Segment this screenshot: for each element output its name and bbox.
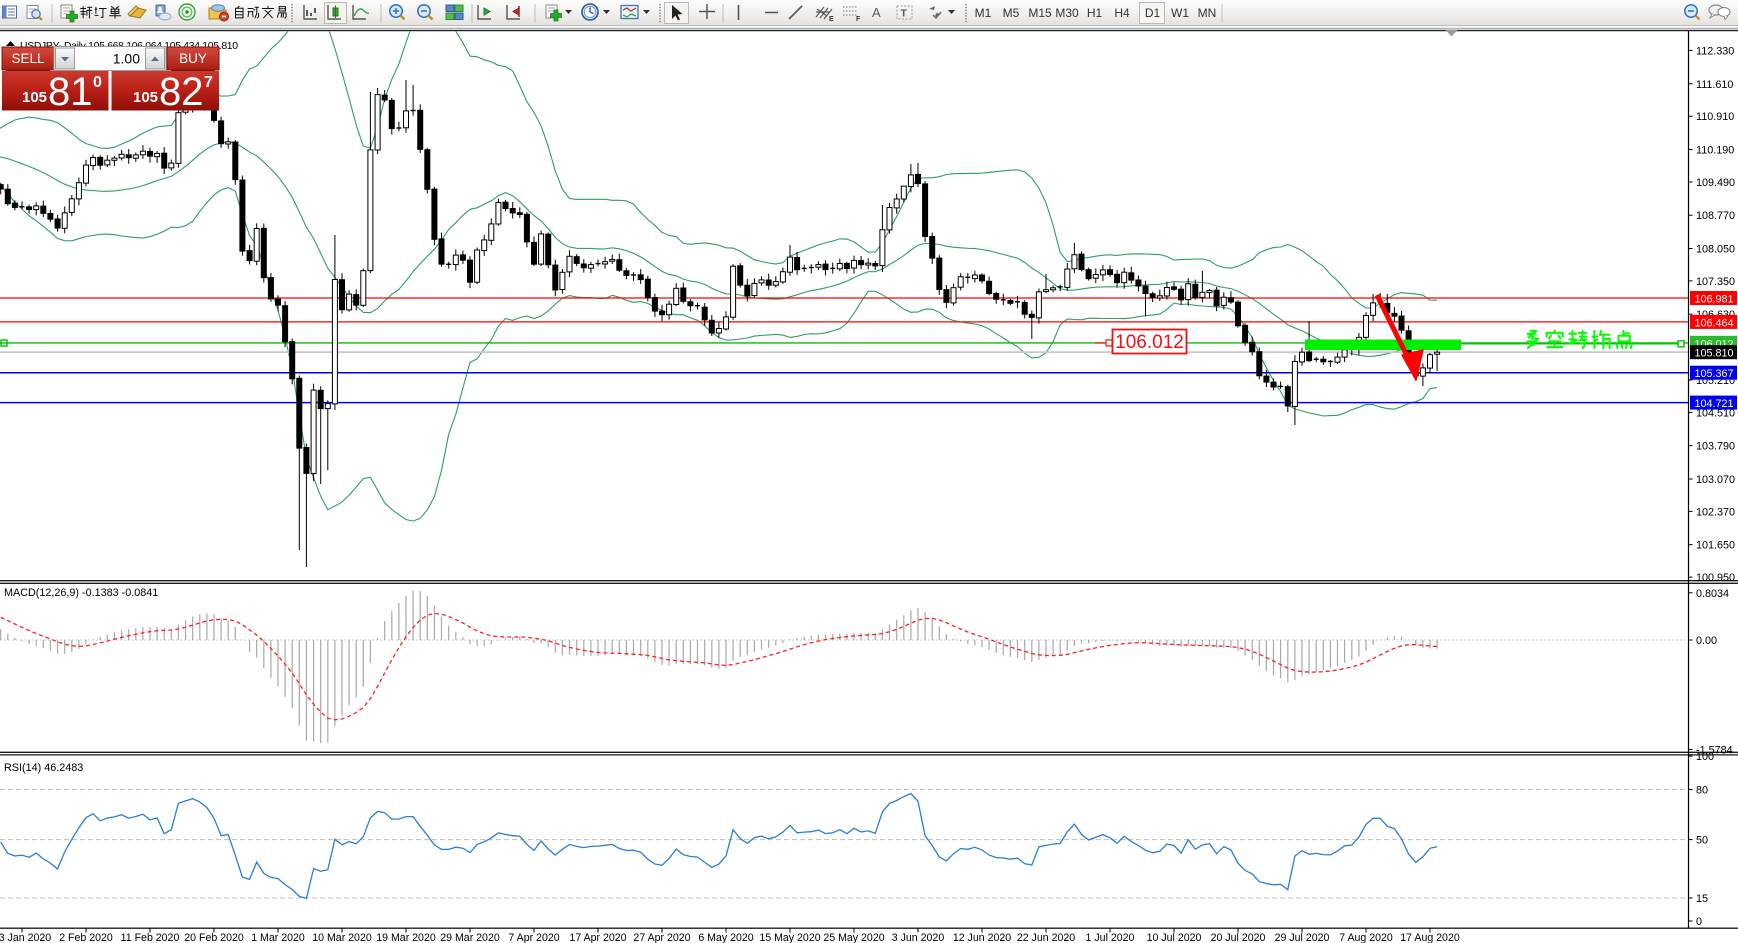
svg-text:104.721: 104.721: [1695, 398, 1734, 410]
svg-text:29 Mar 2020: 29 Mar 2020: [440, 932, 500, 943]
svg-text:BUY: BUY: [179, 51, 207, 66]
svg-text:105.367: 105.367: [1695, 368, 1734, 380]
svg-text:E: E: [829, 16, 834, 23]
svg-text:0.8034: 0.8034: [1696, 588, 1729, 600]
svg-text:50: 50: [1696, 835, 1708, 847]
svg-text:7 Apr 2020: 7 Apr 2020: [508, 932, 559, 943]
svg-text:27 Apr 2020: 27 Apr 2020: [633, 932, 690, 943]
svg-text:106.464: 106.464: [1695, 317, 1734, 329]
svg-text:M5: M5: [1003, 6, 1020, 20]
svg-text:17 Aug 2020: 17 Aug 2020: [1400, 932, 1460, 943]
svg-text:103.790: 103.790: [1696, 441, 1735, 453]
svg-text:101.650: 101.650: [1696, 540, 1735, 552]
svg-text:MACD(12,26,9) -0.1383 -0.0841: MACD(12,26,9) -0.1383 -0.0841: [4, 587, 158, 599]
svg-text:M1: M1: [975, 6, 992, 20]
svg-text:0: 0: [1696, 916, 1702, 928]
svg-text:-1.5784: -1.5784: [1696, 744, 1733, 756]
svg-text:25 May 2020: 25 May 2020: [823, 932, 884, 943]
svg-text:102.370: 102.370: [1696, 506, 1735, 518]
svg-text:7 Aug 2020: 7 Aug 2020: [1339, 932, 1393, 943]
svg-text:MN: MN: [1198, 6, 1217, 20]
svg-text:109.490: 109.490: [1696, 177, 1735, 189]
svg-text:H1: H1: [1087, 6, 1103, 20]
svg-text:110.910: 110.910: [1696, 111, 1734, 123]
svg-text:20 Feb 2020: 20 Feb 2020: [184, 932, 244, 943]
svg-text:SELL: SELL: [11, 51, 45, 66]
svg-text:12 Jun 2020: 12 Jun 2020: [953, 932, 1011, 943]
svg-text:10 Mar 2020: 10 Mar 2020: [312, 932, 372, 943]
svg-text:80: 80: [1696, 785, 1708, 797]
svg-text:6 May 2020: 6 May 2020: [698, 932, 753, 943]
svg-text:100: 100: [1696, 751, 1714, 763]
svg-text:15: 15: [1696, 893, 1708, 905]
svg-text:M15: M15: [1028, 6, 1052, 20]
svg-text:7: 7: [204, 74, 213, 91]
svg-text:105: 105: [22, 89, 47, 106]
svg-text:F: F: [856, 16, 861, 23]
svg-text:100.950: 100.950: [1696, 572, 1735, 584]
svg-text:D1: D1: [1145, 6, 1161, 20]
svg-text:106.981: 106.981: [1695, 294, 1734, 306]
svg-text:20 Jul 2020: 20 Jul 2020: [1211, 932, 1266, 943]
svg-text:81: 81: [48, 70, 93, 114]
svg-text:103.070: 103.070: [1696, 474, 1735, 486]
svg-text:10 Jul 2020: 10 Jul 2020: [1147, 932, 1202, 943]
svg-text:105: 105: [133, 89, 158, 106]
svg-text:110.190: 110.190: [1696, 145, 1734, 157]
svg-text:1 Jul 2020: 1 Jul 2020: [1086, 932, 1135, 943]
svg-text:3 Jun 2020: 3 Jun 2020: [892, 932, 945, 943]
svg-text:0: 0: [93, 74, 102, 91]
svg-text:104.510: 104.510: [1696, 407, 1735, 419]
svg-text:112.330: 112.330: [1696, 45, 1734, 57]
svg-text:23 Jan 2020: 23 Jan 2020: [0, 932, 51, 943]
svg-text:82: 82: [159, 70, 204, 114]
svg-text:2 Feb 2020: 2 Feb 2020: [59, 932, 113, 943]
svg-text:108.770: 108.770: [1696, 210, 1735, 222]
svg-text:M30: M30: [1055, 6, 1079, 20]
svg-text:107.350: 107.350: [1696, 276, 1735, 288]
svg-text:22 Jun 2020: 22 Jun 2020: [1017, 932, 1075, 943]
svg-text:A: A: [872, 5, 881, 20]
svg-text:1 Mar 2020: 1 Mar 2020: [251, 932, 305, 943]
svg-text:106.012: 106.012: [1115, 332, 1184, 353]
svg-text:W1: W1: [1171, 6, 1189, 20]
svg-text:0.00: 0.00: [1696, 635, 1717, 647]
svg-text:H4: H4: [1114, 6, 1130, 20]
svg-text:15 May 2020: 15 May 2020: [759, 932, 820, 943]
svg-text:111.610: 111.610: [1696, 79, 1733, 91]
svg-text:105.810: 105.810: [1695, 348, 1734, 360]
svg-text:108.050: 108.050: [1696, 244, 1735, 256]
svg-text:T: T: [901, 8, 908, 20]
svg-text:RSI(14) 46.2483: RSI(14) 46.2483: [4, 762, 83, 774]
svg-text:19 Mar 2020: 19 Mar 2020: [376, 932, 436, 943]
svg-text:11 Feb 2020: 11 Feb 2020: [121, 932, 180, 943]
svg-text:17 Apr 2020: 17 Apr 2020: [569, 932, 626, 943]
svg-text:29 Jul 2020: 29 Jul 2020: [1275, 932, 1330, 943]
svg-text:1.00: 1.00: [113, 51, 140, 67]
